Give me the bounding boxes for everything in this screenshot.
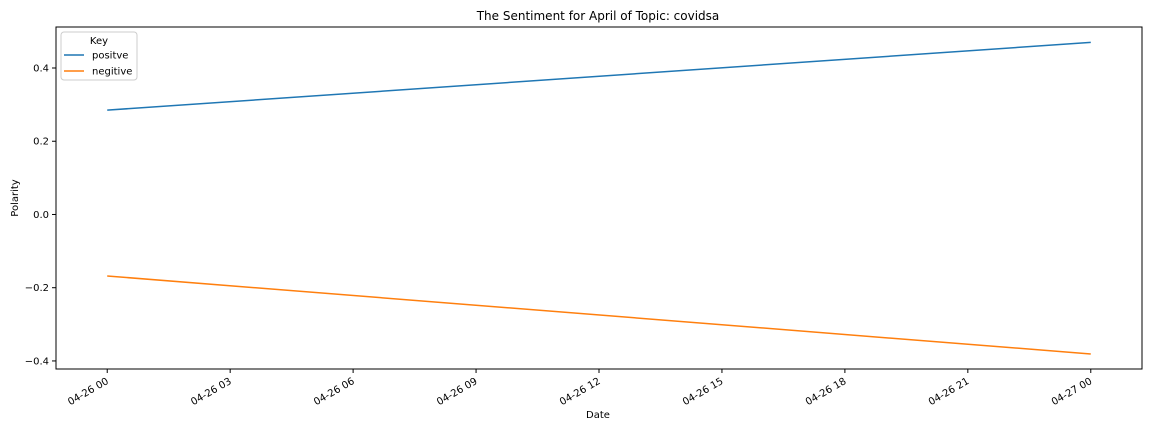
x-tick-label: 04-27 00	[1050, 376, 1094, 408]
axis-ticks: 0.4 0.2 0.0 −0.2 −0.4 04-26 00 04-26 03 04-26 0…	[25, 64, 1095, 409]
y-axis-label: Polarity	[10, 179, 21, 217]
y-tick-label: 0.4	[33, 64, 49, 75]
x-tick-label: 04-26 15	[681, 376, 725, 408]
series-line-positve	[107, 41, 1091, 111]
plot-area	[55, 26, 1143, 370]
series-line-negitive	[107, 275, 1091, 355]
y-tick-label: 0.2	[33, 137, 49, 148]
x-tick-label: 04-26 00	[66, 376, 110, 408]
chart-title: The Sentiment for April of Topic: covids…	[476, 9, 720, 23]
legend-entry: negitive	[92, 67, 132, 78]
x-axis-label: Date	[586, 410, 610, 421]
legend-entry: positve	[92, 51, 128, 62]
x-tick-label: 04-26 21	[927, 376, 971, 408]
y-tick-label: 0.0	[33, 210, 49, 221]
x-tick-label: 04-26 18	[804, 376, 848, 408]
y-tick-label: −0.4	[25, 356, 49, 367]
legend: Key positve negitive	[60, 31, 138, 81]
x-tick-label: 04-26 12	[558, 376, 602, 408]
x-tick-label: 04-26 06	[312, 376, 356, 408]
y-tick-label: −0.2	[25, 283, 49, 294]
series-layer	[107, 41, 1091, 355]
legend-title: Key	[90, 36, 108, 47]
legend-box	[60, 31, 138, 81]
x-tick-label: 04-26 09	[435, 376, 479, 408]
x-tick-label: 04-26 03	[189, 376, 233, 408]
